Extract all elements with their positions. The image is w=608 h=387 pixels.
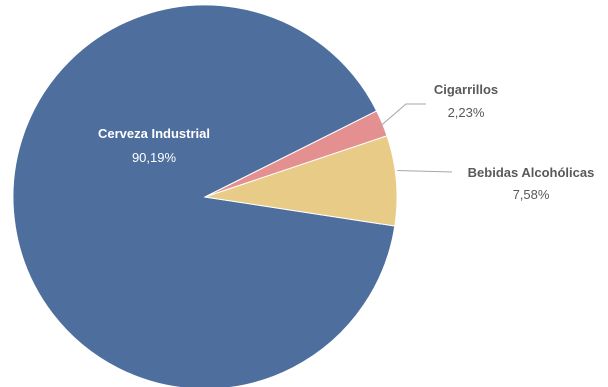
slice-label-bebidas-alcoholicas: Bebidas Alcohólicas	[468, 165, 595, 180]
slice-label-cigarrillos: Cigarrillos	[434, 82, 498, 97]
pie-slice-bebidas-alcoholicas	[204, 135, 398, 227]
slice-value-cigarrillos: 2,23%	[448, 105, 485, 120]
leader-lines	[379, 103, 453, 173]
slice-value-cerveza-industrial: 90,19%	[132, 150, 177, 165]
leader-line-cigarrillos	[379, 103, 426, 127]
leader-line-bebidas-alcoholicas	[397, 170, 453, 173]
pie-slices	[12, 4, 398, 387]
pie-slice-cerveza-industrial	[12, 4, 396, 387]
slice-value-bebidas-alcoholicas: 7,58%	[513, 187, 550, 202]
slice-label-cerveza-industrial: Cerveza Industrial	[98, 126, 210, 141]
